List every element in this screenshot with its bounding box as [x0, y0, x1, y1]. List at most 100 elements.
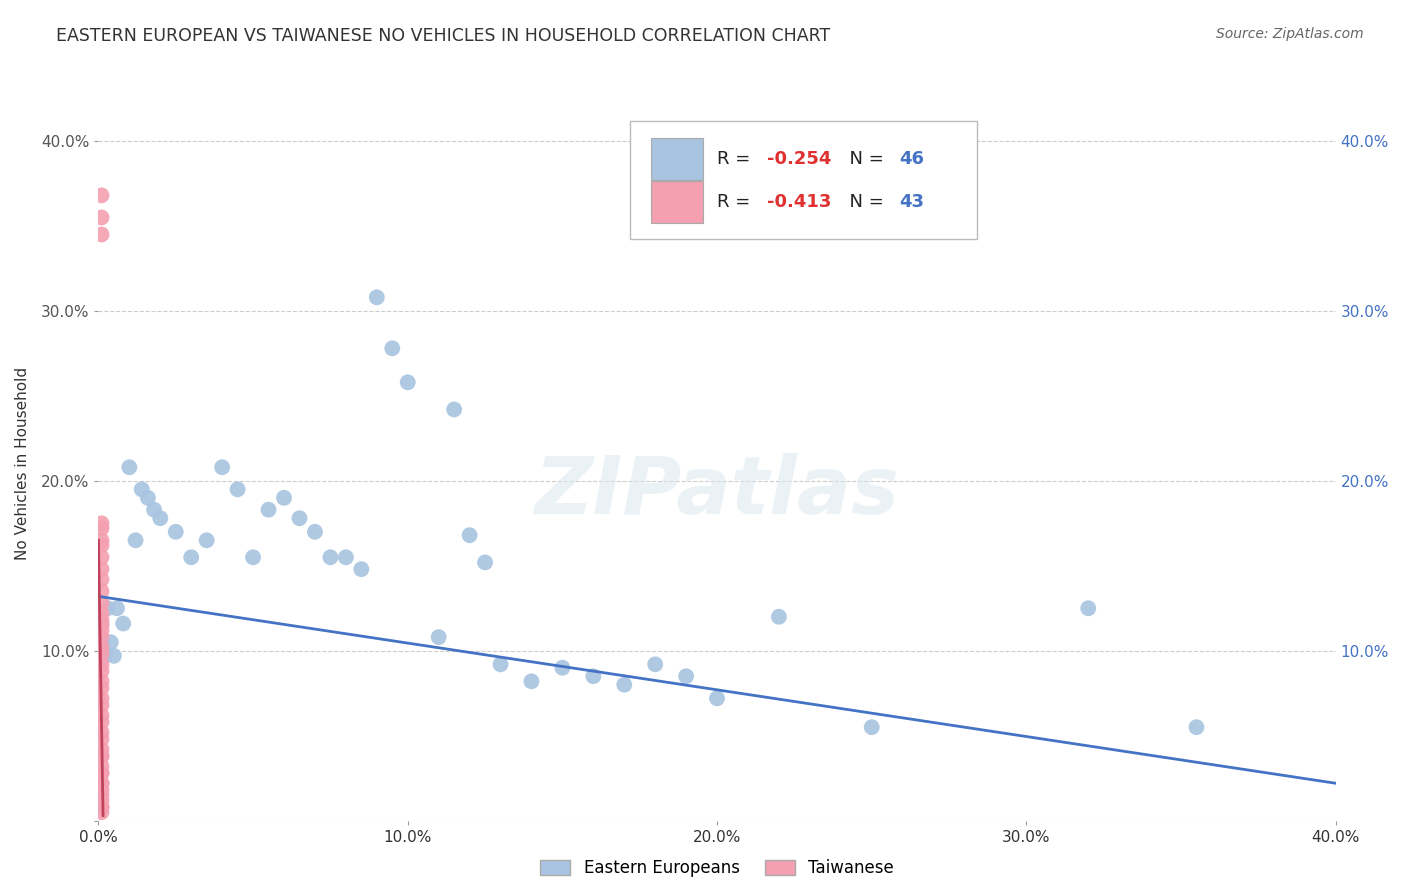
- Point: [90, 732, 112, 747]
- Point: [90, 800, 112, 814]
- Point: [90, 776, 112, 790]
- Text: Source: ZipAtlas.com: Source: ZipAtlas.com: [1216, 27, 1364, 41]
- Point: [90, 550, 112, 565]
- Point: [644, 657, 666, 672]
- Point: [319, 550, 342, 565]
- Point: [458, 528, 481, 542]
- Text: EASTERN EUROPEAN VS TAIWANESE NO VEHICLES IN HOUSEHOLD CORRELATION CHART: EASTERN EUROPEAN VS TAIWANESE NO VEHICLE…: [56, 27, 831, 45]
- Point: [90, 573, 112, 587]
- Point: [90, 766, 112, 780]
- Point: [288, 511, 311, 525]
- Point: [226, 483, 249, 497]
- Point: [90, 640, 112, 655]
- Point: [90, 657, 112, 672]
- Point: [105, 601, 128, 615]
- Point: [90, 681, 112, 695]
- Point: [90, 188, 112, 202]
- Point: [93, 648, 115, 663]
- Point: [90, 607, 112, 621]
- Point: [396, 376, 419, 390]
- Text: R =: R =: [717, 150, 756, 168]
- Point: [90, 624, 112, 638]
- Point: [90, 749, 112, 764]
- Point: [90, 708, 112, 723]
- Point: [90, 533, 112, 548]
- FancyBboxPatch shape: [651, 138, 703, 180]
- Point: [90, 783, 112, 797]
- Point: [90, 691, 112, 706]
- Point: [90, 618, 112, 632]
- Point: [520, 674, 543, 689]
- Point: [112, 616, 135, 631]
- Point: [90, 516, 112, 531]
- Point: [350, 562, 373, 576]
- Point: [90, 538, 112, 552]
- Point: [90, 227, 112, 242]
- Point: [90, 759, 112, 773]
- Point: [118, 460, 141, 475]
- Text: 46: 46: [898, 150, 924, 168]
- Point: [211, 460, 233, 475]
- Point: [90, 616, 112, 631]
- Point: [242, 550, 264, 565]
- Point: [97, 601, 120, 615]
- Text: ZIPatlas: ZIPatlas: [534, 453, 900, 532]
- FancyBboxPatch shape: [651, 181, 703, 223]
- Text: N =: N =: [838, 150, 890, 168]
- Point: [165, 524, 187, 539]
- Point: [90, 698, 112, 712]
- Point: [366, 290, 388, 304]
- Text: 43: 43: [898, 193, 924, 211]
- Point: [90, 664, 112, 678]
- Point: [90, 800, 112, 814]
- Point: [90, 766, 112, 780]
- Y-axis label: No Vehicles in Household: No Vehicles in Household: [15, 368, 30, 560]
- Point: [582, 669, 605, 683]
- Point: [90, 805, 112, 819]
- Point: [100, 635, 122, 649]
- Point: [90, 521, 112, 535]
- Point: [90, 613, 112, 627]
- Point: [1185, 720, 1208, 734]
- Point: [90, 211, 112, 225]
- Point: [90, 793, 112, 807]
- Point: [427, 630, 450, 644]
- Point: [90, 635, 112, 649]
- Point: [90, 788, 112, 802]
- Point: [90, 749, 112, 764]
- Point: [90, 647, 112, 661]
- Point: [474, 555, 496, 569]
- Point: [124, 533, 146, 548]
- Point: [90, 725, 112, 739]
- Point: [180, 550, 202, 565]
- Point: [489, 657, 512, 672]
- Point: [304, 524, 326, 539]
- Point: [103, 648, 125, 663]
- Point: [90, 674, 112, 689]
- Point: [131, 483, 153, 497]
- Point: [136, 491, 159, 505]
- Text: R =: R =: [717, 193, 756, 211]
- FancyBboxPatch shape: [630, 121, 977, 239]
- Point: [90, 776, 112, 790]
- Point: [551, 661, 574, 675]
- Point: [143, 502, 166, 516]
- Point: [90, 562, 112, 576]
- Point: [335, 550, 357, 565]
- Point: [90, 596, 112, 610]
- Point: [706, 691, 728, 706]
- Point: [90, 630, 112, 644]
- Point: [273, 491, 295, 505]
- Point: [149, 511, 172, 525]
- Point: [257, 502, 280, 516]
- Point: [90, 584, 112, 599]
- Point: [675, 669, 697, 683]
- Text: -0.413: -0.413: [766, 193, 831, 211]
- Point: [381, 341, 404, 355]
- Point: [443, 402, 465, 417]
- Point: [768, 609, 790, 624]
- Point: [860, 720, 883, 734]
- Text: -0.254: -0.254: [766, 150, 831, 168]
- Point: [613, 678, 636, 692]
- Point: [195, 533, 218, 548]
